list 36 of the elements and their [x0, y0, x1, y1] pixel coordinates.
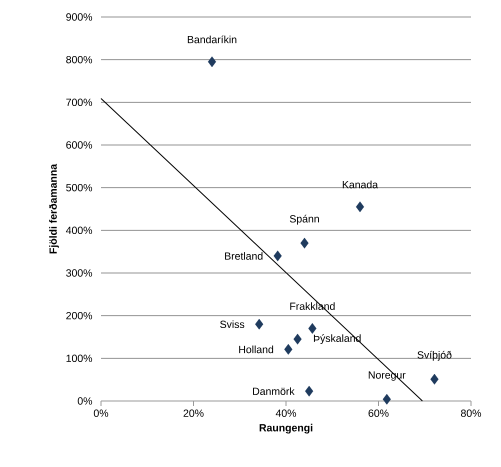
- annotation: Kanada: [342, 180, 378, 188]
- point: [284, 344, 292, 355]
- y-tick-label: 0%: [78, 397, 92, 405]
- annotation: Bandaríkin: [188, 35, 236, 44]
- point: [382, 394, 391, 405]
- point: [208, 56, 216, 68]
- annotation: Danmörk: [253, 387, 295, 396]
- y-tick-label: 500%: [66, 184, 92, 192]
- x-tick-label: 20%: [184, 410, 204, 417]
- annotation: Sviss: [220, 320, 244, 328]
- x-tick-label: 60%: [368, 410, 389, 417]
- annotation: Holland: [239, 346, 274, 354]
- y-tick-label: 400%: [66, 226, 92, 234]
- annotation: Bretland: [225, 252, 262, 260]
- y-tick-label: 800%: [66, 56, 92, 64]
- annotation: Spánn: [290, 214, 319, 225]
- point: [430, 374, 439, 385]
- y-tick-label: 900%: [66, 13, 92, 21]
- point: [293, 334, 302, 345]
- point: [274, 250, 282, 262]
- x-axis-title: Raungengi: [260, 424, 312, 434]
- point: [305, 386, 314, 397]
- y-tick-label: 700%: [66, 98, 92, 106]
- x-tick-label: 40%: [276, 410, 296, 417]
- point: [255, 318, 264, 330]
- x-tick-label: 80%: [460, 410, 482, 417]
- y-tick-label: 100%: [66, 354, 92, 362]
- point: [308, 323, 316, 334]
- y-tick-label: 300%: [66, 269, 92, 277]
- x-tick-label: 0%: [94, 410, 108, 417]
- annotation: Svíþjóð: [417, 350, 452, 361]
- point: [356, 201, 364, 212]
- y-tick-label: 200%: [66, 312, 92, 320]
- point: [300, 238, 309, 249]
- y-tick-label: 600%: [66, 141, 92, 149]
- y-axis-title: Fjöldi ferðamanna: [49, 164, 59, 254]
